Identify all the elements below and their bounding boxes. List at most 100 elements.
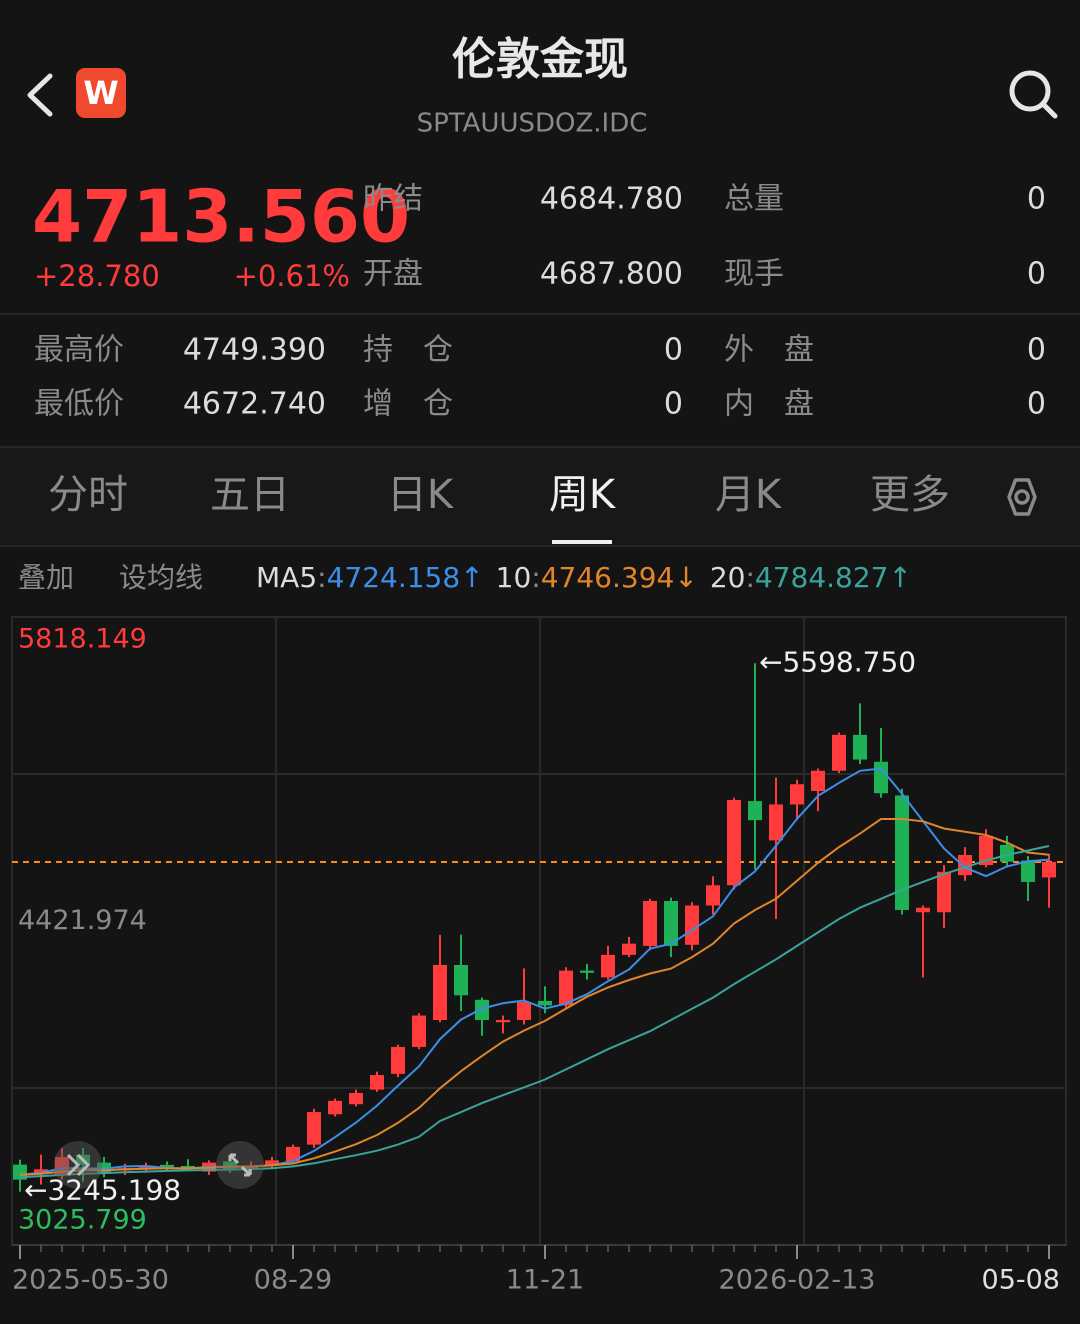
page-title: 伦敦金现 bbox=[452, 34, 628, 85]
back-button[interactable] bbox=[27, 73, 53, 117]
search-icon bbox=[1009, 70, 1051, 112]
stat-label: 现手 bbox=[724, 257, 784, 292]
x-tick-label: 2026-02-13 bbox=[719, 1265, 876, 1296]
candle-body bbox=[13, 1164, 27, 1180]
plot bbox=[12, 663, 1066, 1192]
ma-legend: MA5:4724.158↑ 10:4746.394↓ 20:4784.827↑ bbox=[256, 561, 912, 594]
annotation-arrow: ← bbox=[759, 645, 782, 678]
candle-body bbox=[685, 905, 699, 945]
stat-value: 0 bbox=[1027, 333, 1046, 368]
legend-trend: ↓ bbox=[674, 561, 697, 594]
price-change: +28.780 bbox=[34, 259, 160, 293]
x-tick-label: 08-29 bbox=[254, 1265, 332, 1296]
candle-body bbox=[916, 907, 930, 913]
toolbar-button[interactable]: 叠加 bbox=[18, 561, 74, 594]
candle-body bbox=[853, 734, 867, 760]
expand-button[interactable] bbox=[216, 1141, 264, 1189]
overlay-icons bbox=[54, 1141, 264, 1189]
legend-value: 4784.827 bbox=[755, 561, 889, 594]
tab[interactable]: 分时 bbox=[48, 472, 128, 518]
legend-separator: : bbox=[317, 561, 326, 594]
y-tick-label: 4421.974 bbox=[18, 905, 147, 936]
candle-body bbox=[790, 784, 804, 805]
candle-body bbox=[454, 964, 468, 996]
candle-body bbox=[643, 900, 657, 946]
candle-body bbox=[223, 1161, 237, 1170]
stat-label: 总量 bbox=[724, 182, 784, 217]
last-price: 4713.560 bbox=[32, 175, 410, 259]
candle-body bbox=[937, 871, 951, 913]
stat-label: 持 仓 bbox=[363, 333, 453, 368]
candle-body bbox=[97, 1162, 111, 1173]
legend-name: 20 bbox=[710, 561, 746, 594]
legend-name: 10 bbox=[496, 561, 532, 594]
candle-body bbox=[412, 1015, 426, 1047]
stat-value: 0 bbox=[664, 387, 683, 422]
candle-body bbox=[811, 770, 825, 791]
toolbar-button[interactable]: 设均线 bbox=[119, 561, 203, 594]
ma-line bbox=[19, 818, 1050, 1176]
tab[interactable]: 周K bbox=[549, 472, 617, 518]
candle-body bbox=[538, 1000, 552, 1006]
candle-body bbox=[328, 1100, 342, 1115]
stat-value: 4672.740 bbox=[183, 387, 326, 422]
candle-body bbox=[181, 1165, 195, 1169]
tab[interactable]: 日K bbox=[387, 472, 455, 518]
candle-body bbox=[370, 1075, 384, 1090]
stat-label: 增 仓 bbox=[363, 387, 453, 422]
stat-label: 最高价 bbox=[34, 333, 124, 368]
legend-trend: ↑ bbox=[889, 561, 912, 594]
legend-value: 4746.394 bbox=[541, 561, 675, 594]
candle-body bbox=[34, 1169, 48, 1173]
candle-body bbox=[727, 799, 741, 886]
price-change-pct: +0.61% bbox=[234, 259, 350, 293]
candle-body bbox=[1021, 860, 1035, 882]
tab[interactable]: 五日 bbox=[210, 472, 290, 518]
candle-body bbox=[1000, 844, 1014, 862]
search-button[interactable] bbox=[1009, 70, 1058, 119]
candle-body bbox=[832, 734, 846, 771]
candle-body bbox=[622, 943, 636, 955]
logo-text: W bbox=[83, 74, 118, 112]
annotation-label: 3245.198 bbox=[47, 1174, 181, 1207]
candle-body bbox=[895, 795, 909, 910]
stat-value: 4687.800 bbox=[540, 257, 683, 292]
ma-line bbox=[19, 845, 1050, 1179]
x-tick-label: 11-21 bbox=[506, 1265, 584, 1296]
page-subtitle: SPTAUUSDOZ.IDC bbox=[417, 109, 648, 139]
extreme-label: ←5598.750 bbox=[759, 645, 916, 678]
stat-value: 0 bbox=[1027, 257, 1046, 292]
candle-body bbox=[265, 1160, 279, 1165]
stat-value: 0 bbox=[664, 333, 683, 368]
legend-name: MA5 bbox=[256, 561, 317, 594]
stat-value: 0 bbox=[1027, 387, 1046, 422]
tab[interactable]: 更多 bbox=[870, 472, 950, 518]
candle-body bbox=[496, 1020, 510, 1023]
legend-value: 4724.158 bbox=[327, 561, 461, 594]
annotation-arrow: ← bbox=[24, 1174, 47, 1207]
x-tick-label: 2025-05-30 bbox=[12, 1265, 169, 1296]
candle-body bbox=[664, 900, 678, 946]
y-tick-label: 5818.149 bbox=[18, 624, 147, 655]
tab-bar bbox=[0, 448, 1080, 546]
stat-value: 4749.390 bbox=[183, 333, 326, 368]
candle-body bbox=[706, 885, 720, 906]
candle-body bbox=[307, 1112, 321, 1145]
tab[interactable]: 月K bbox=[715, 472, 783, 518]
candle-body bbox=[1042, 862, 1056, 878]
candle-body bbox=[748, 801, 762, 821]
candle-body bbox=[244, 1165, 258, 1170]
stat-label: 内 盘 bbox=[724, 387, 814, 422]
app-logo bbox=[76, 68, 126, 118]
gear-icon bbox=[1007, 478, 1037, 516]
search-icon bbox=[1040, 101, 1058, 119]
stat-value: 4684.780 bbox=[540, 182, 683, 217]
tab-indicator bbox=[552, 540, 612, 544]
candle-body bbox=[517, 1002, 531, 1021]
settings-button[interactable] bbox=[1007, 478, 1037, 516]
legend-separator: : bbox=[745, 561, 754, 594]
candle-body bbox=[769, 804, 783, 841]
candle-body bbox=[286, 1146, 300, 1162]
